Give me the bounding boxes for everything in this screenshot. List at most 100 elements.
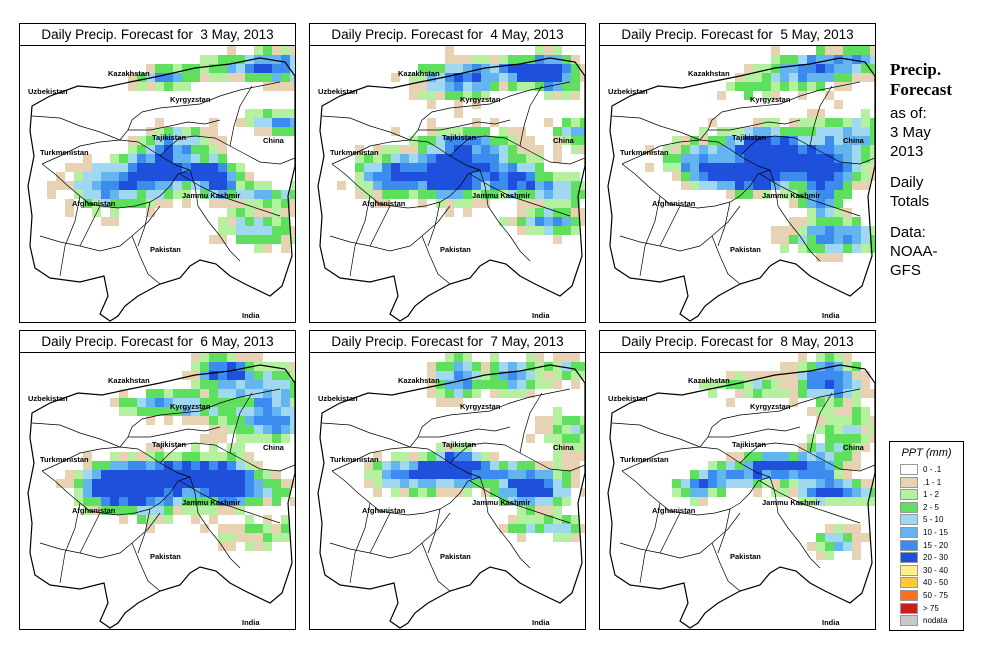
admin-border	[409, 388, 571, 448]
precip-cell	[236, 425, 245, 434]
precip-cell	[463, 443, 472, 452]
precip-cell	[870, 235, 875, 244]
precip-cell	[373, 172, 382, 181]
precip-cell	[544, 172, 553, 181]
precip-cell	[807, 479, 816, 488]
precip-cell	[463, 208, 472, 217]
precip-cell	[499, 380, 508, 389]
precip-cell	[535, 371, 544, 380]
admin-border	[128, 426, 221, 438]
precip-cell	[816, 181, 825, 190]
admin-border	[41, 163, 191, 209]
precip-cell	[544, 416, 553, 425]
precip-cell	[843, 226, 852, 235]
precip-cell	[472, 163, 481, 172]
precip-cell	[580, 136, 585, 145]
precip-cell	[789, 190, 798, 199]
precip-cell	[65, 479, 74, 488]
precip-cell	[789, 452, 798, 461]
map-label: Pakistan	[440, 552, 471, 561]
precip-cell	[254, 434, 263, 443]
precip-cell	[771, 55, 780, 64]
precip-cell	[843, 416, 852, 425]
precip-cell	[227, 470, 236, 479]
panel-title: Daily Precip. Forecast for 5 May, 2013	[600, 24, 875, 46]
precip-cell	[535, 461, 544, 470]
precip-cell	[807, 542, 816, 551]
precip-cell	[843, 46, 852, 55]
precip-cell	[245, 199, 254, 208]
admin-border	[619, 205, 741, 252]
precip-cell	[744, 371, 753, 380]
precip-cell	[137, 190, 146, 199]
precip-cell	[218, 181, 227, 190]
precip-cell	[119, 470, 128, 479]
precip-cell	[436, 163, 445, 172]
precip-cell	[200, 127, 209, 136]
precip-cell	[191, 470, 200, 479]
precip-cell	[499, 479, 508, 488]
precip-cell	[526, 389, 535, 398]
precip-cell	[400, 470, 409, 479]
precip-cell	[481, 181, 490, 190]
precip-cell	[571, 226, 580, 235]
precip-field	[337, 46, 585, 244]
precip-cell	[400, 154, 409, 163]
precip-cell	[571, 64, 580, 73]
precip-cell	[445, 371, 454, 380]
precip-cell	[517, 524, 526, 533]
precip-cell	[852, 154, 861, 163]
precip-cell	[672, 154, 681, 163]
precip-cell	[209, 362, 218, 371]
precip-cell	[481, 154, 490, 163]
precip-cell	[553, 470, 562, 479]
precip-cell	[717, 172, 726, 181]
precip-cell	[218, 461, 227, 470]
precip-cell	[708, 172, 717, 181]
precip-cell	[861, 181, 870, 190]
precip-cell	[146, 163, 155, 172]
precip-cell	[861, 407, 870, 416]
precip-cell	[101, 163, 110, 172]
precip-cell	[146, 497, 155, 506]
precip-cell	[254, 398, 263, 407]
map-label: Afghanistan	[652, 199, 696, 208]
precip-cell	[364, 154, 373, 163]
precip-cell	[83, 172, 92, 181]
precip-cell	[191, 145, 200, 154]
precip-cell	[861, 127, 870, 136]
precip-cell	[272, 434, 281, 443]
precip-cell	[798, 353, 807, 362]
precip-cell	[119, 506, 128, 515]
country-outline	[607, 364, 875, 629]
precip-cell	[735, 163, 744, 172]
precip-cell	[861, 434, 870, 443]
precip-cell	[553, 46, 562, 55]
precip-cell	[681, 163, 690, 172]
precip-cell	[418, 488, 427, 497]
precip-cell	[834, 362, 843, 371]
admin-border	[717, 508, 731, 554]
precip-cell	[209, 145, 218, 154]
precip-cell	[101, 497, 110, 506]
precip-cell	[209, 127, 218, 136]
precip-cell	[499, 127, 508, 136]
precip-cell	[463, 353, 472, 362]
precip-cell	[245, 497, 254, 506]
map-label: Turkmenistan	[330, 148, 379, 157]
precip-cell	[445, 452, 454, 461]
admin-border	[739, 135, 875, 165]
precip-cell	[789, 371, 798, 380]
precip-cell	[472, 172, 481, 181]
precip-cell	[400, 163, 409, 172]
admin-border	[159, 442, 295, 472]
precip-field	[56, 353, 295, 551]
precip-cell	[753, 64, 762, 73]
precip-cell	[490, 452, 499, 461]
precip-cell	[807, 118, 816, 127]
precip-cell	[870, 389, 875, 398]
precip-cell	[427, 479, 436, 488]
precip-cell	[870, 55, 875, 64]
admin-border	[41, 139, 191, 171]
precip-cell	[580, 425, 585, 434]
